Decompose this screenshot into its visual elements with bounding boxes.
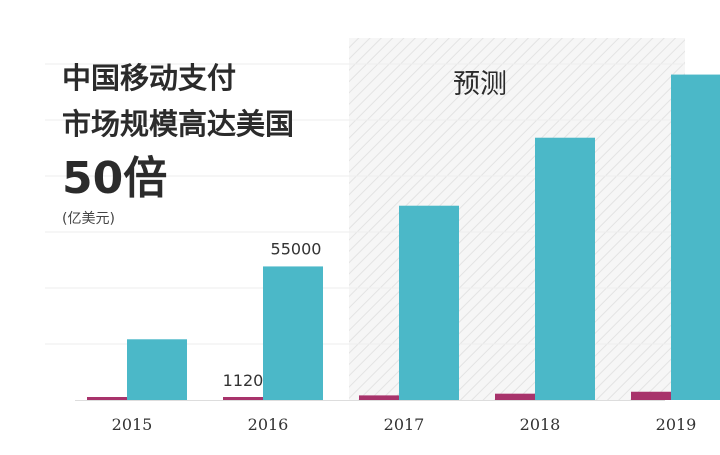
x-tick-label-2016: 2016	[248, 415, 289, 434]
unit-label: (亿美元)	[62, 211, 115, 227]
chart-title-line-1: 中国移动支付	[62, 61, 236, 95]
bar-series2-2016	[263, 266, 323, 400]
x-tick-label-2019: 2019	[656, 415, 697, 434]
bars-layer	[87, 74, 720, 401]
bar-series2-2018	[535, 137, 595, 400]
x-tick-label-2017: 2017	[384, 415, 425, 434]
bar-series1-2015	[87, 397, 135, 400]
ticks-layer: 2015 2016 2017 2018 2019	[112, 415, 697, 434]
bar-series1-2018	[495, 393, 543, 400]
bar-series1-2016	[223, 397, 271, 400]
bar-series2-2017	[399, 205, 459, 400]
x-tick-label-2015: 2015	[112, 415, 153, 434]
labels-layer: 1120 55000	[223, 239, 322, 390]
bar-series1-2017	[359, 395, 407, 400]
forecast-label: 预测	[453, 69, 507, 100]
chart-title-line-2: 市场规模高达美国	[62, 107, 294, 141]
x-tick-label-2018: 2018	[520, 415, 561, 434]
bar-series2-2019	[671, 74, 720, 401]
data-label-2016-s1: 1120	[223, 371, 264, 390]
data-label-2016-s2: 55000	[271, 239, 322, 258]
bar-series2-2015	[127, 339, 187, 400]
headline-number: 50倍	[62, 153, 167, 204]
bar-series1-2019	[631, 391, 679, 400]
